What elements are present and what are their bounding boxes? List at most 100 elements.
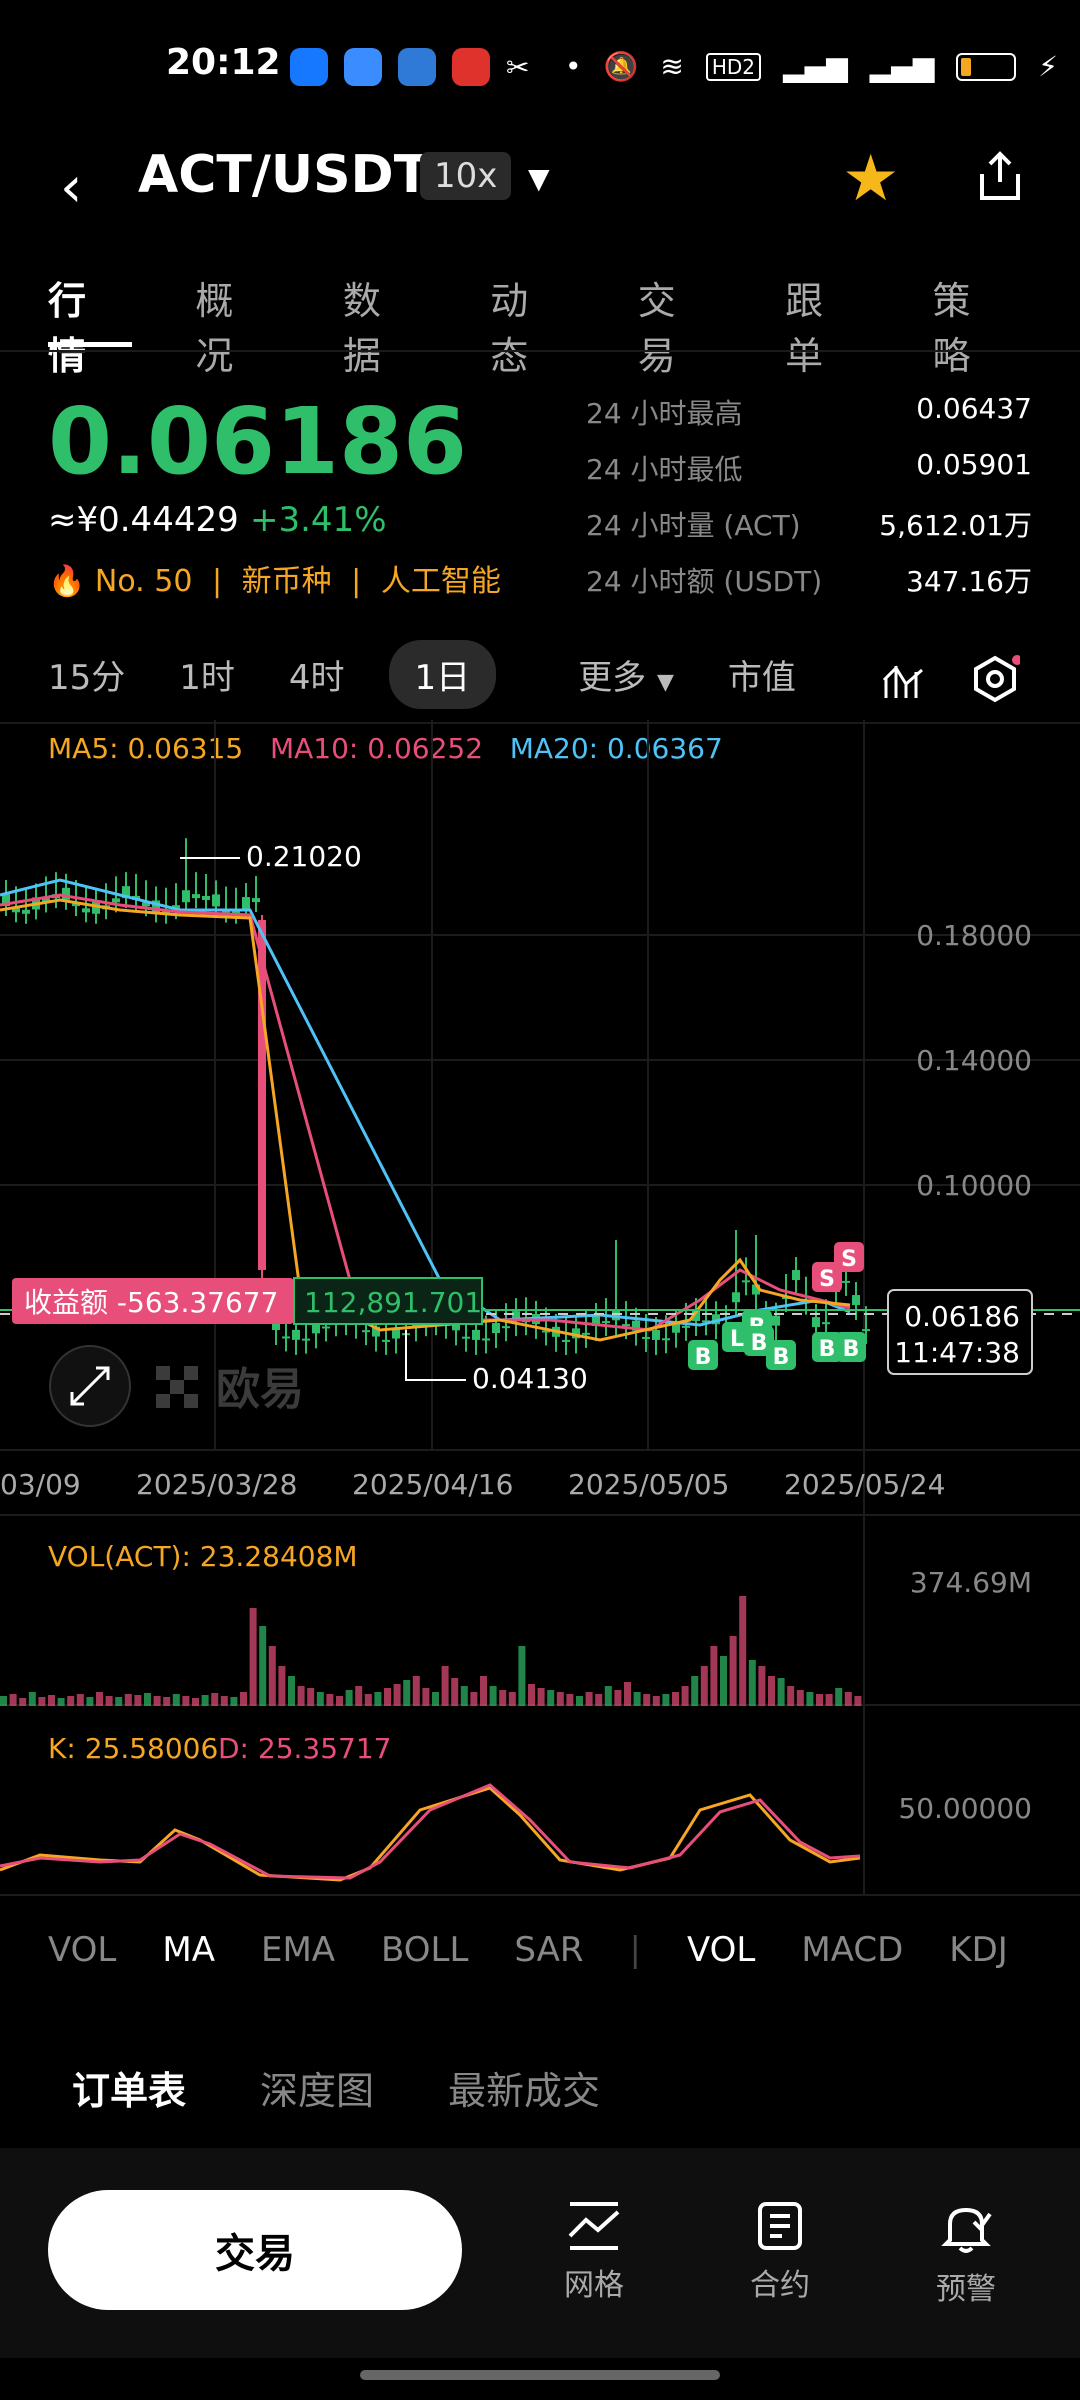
ind-macd[interactable]: MACD	[801, 1930, 904, 1970]
position-value: 112,891.701	[304, 1286, 482, 1319]
active-tab-indicator	[48, 342, 132, 347]
candlestick-chart[interactable]: 0.21020 0.04130 0.18000 0.14000 0.10000 …	[0, 720, 1080, 1900]
volume-bar	[316, 1692, 324, 1706]
indicator-tabs: VOL MA EMA BOLL SAR | VOL MACD KDJ	[48, 1930, 1054, 1970]
volume-max-label: 374.69M	[910, 1566, 1032, 1599]
contract-label: 合约	[750, 2268, 810, 2303]
ind-kdj[interactable]: KDJ	[949, 1930, 1008, 1970]
grid-icon	[568, 2202, 620, 2250]
leverage-badge[interactable]: 10x	[420, 152, 512, 200]
volume-bar	[489, 1686, 497, 1706]
share-icon[interactable]	[972, 148, 1028, 208]
ind-ma[interactable]: MA	[162, 1930, 215, 1970]
candle	[672, 1322, 680, 1333]
y-tick-label: 0.10000	[916, 1169, 1032, 1202]
candle	[112, 898, 120, 903]
tab-trade[interactable]: 交易	[637, 279, 676, 378]
volume-bar	[355, 1686, 363, 1706]
tab-overview[interactable]: 概况	[195, 279, 234, 378]
high-marker-label: 0.21020	[246, 840, 362, 873]
period-more[interactable]: 更多 ▼	[578, 650, 674, 699]
stat-row: 24 小时最低 0.05901	[586, 448, 1032, 504]
rank-tag[interactable]: No. 50	[94, 564, 193, 599]
grid-button[interactable]: 网格	[534, 2200, 654, 2304]
pair-title[interactable]: ACT/USDT	[138, 145, 430, 205]
stat-label: 24 小时最低	[586, 453, 743, 486]
dropdown-caret-icon[interactable]: ▼	[528, 162, 550, 195]
tab-latest-trades[interactable]: 最新成交	[448, 2069, 601, 2113]
candle	[258, 920, 266, 1270]
candle	[2, 894, 10, 906]
period-15m[interactable]: 15分	[48, 658, 126, 698]
volume-bar	[480, 1676, 487, 1706]
separator: |	[629, 1930, 641, 1970]
low-marker-label: 0.04130	[472, 1362, 588, 1395]
volume-bar	[220, 1696, 228, 1706]
new-coin-tag[interactable]: 新币种	[241, 564, 332, 599]
tab-market[interactable]: 行情	[48, 279, 87, 378]
candle	[862, 1329, 870, 1332]
tab-orderbook[interactable]: 订单表	[72, 2069, 187, 2113]
trade-button[interactable]: 交易	[48, 2190, 462, 2310]
chart-settings-icon[interactable]	[970, 654, 1022, 708]
volume-bar	[748, 1660, 756, 1706]
volume-bar	[403, 1680, 411, 1706]
capcut-icon: ✂	[506, 50, 530, 84]
contract-button[interactable]: 合约	[720, 2200, 840, 2304]
tab-strategy[interactable]: 策略	[932, 279, 971, 378]
volume-bar	[57, 1698, 65, 1706]
tab-news[interactable]: 动态	[490, 279, 529, 378]
svg-text:B: B	[773, 1345, 790, 1370]
volume-bar	[19, 1698, 27, 1706]
volume-bar	[614, 1690, 622, 1706]
okx-watermark: 欧易	[156, 1364, 304, 1415]
period-more-label: 更多	[578, 658, 647, 698]
alert-label: 预警	[936, 2272, 996, 2307]
period-1d[interactable]: 1日	[388, 640, 497, 709]
status-bar: 20:12 ✂ • 🔕 ≋ HD2 ▂▄▆ ▂▄▆ ⚡	[0, 0, 1080, 120]
volume-bar	[172, 1694, 180, 1706]
volume-bar	[739, 1596, 747, 1706]
candle	[462, 1336, 470, 1339]
period-4h[interactable]: 4时	[288, 658, 345, 698]
alert-button[interactable]: 预警	[906, 2200, 1026, 2308]
volume-bar	[412, 1676, 420, 1706]
volume-bar	[268, 1646, 276, 1706]
market-cap-tab[interactable]: 市值	[727, 658, 796, 698]
x-tick-label: 03/09	[0, 1468, 81, 1501]
volume-bar	[787, 1686, 795, 1706]
candle	[732, 1292, 740, 1303]
volume-bars	[0, 1596, 862, 1706]
indicator-chart-icon[interactable]	[882, 658, 926, 706]
svg-text:B: B	[695, 1345, 712, 1370]
candle	[842, 1280, 850, 1283]
ind-vol-main[interactable]: VOL	[48, 1930, 117, 1970]
ind-sar[interactable]: SAR	[514, 1930, 584, 1970]
pnl-badge[interactable]	[12, 1278, 294, 1324]
tab-data[interactable]: 数据	[342, 279, 381, 378]
period-1h[interactable]: 1时	[179, 658, 235, 698]
home-indicator	[360, 2370, 720, 2380]
candle	[652, 1329, 660, 1340]
tab-depth[interactable]: 深度图	[260, 2069, 375, 2113]
ind-vol-sub[interactable]: VOL	[687, 1930, 756, 1970]
stat-value: 0.06437	[916, 392, 1032, 425]
candle	[252, 898, 260, 903]
ind-boll[interactable]: BOLL	[381, 1930, 469, 1970]
x-tick-label: 2025/05/05	[568, 1468, 729, 1501]
favorite-star-icon[interactable]: ★	[842, 142, 900, 216]
volume-bar	[115, 1697, 123, 1706]
kd-k-line	[0, 1786, 861, 1882]
volume-bar	[67, 1696, 75, 1706]
candle	[382, 1339, 390, 1342]
app-notification-icon	[452, 48, 490, 86]
back-icon[interactable]: ‹	[60, 155, 83, 220]
tab-copy[interactable]: 跟单	[785, 279, 824, 378]
ind-ema[interactable]: EMA	[260, 1930, 336, 1970]
stat-value: 0.05901	[916, 448, 1032, 481]
ai-tag[interactable]: 人工智能	[380, 564, 501, 599]
separator: |	[351, 564, 362, 599]
volume-bar	[48, 1695, 55, 1706]
volume-bar	[422, 1688, 430, 1706]
ma10-label: MA10: 0.06252	[269, 732, 484, 765]
